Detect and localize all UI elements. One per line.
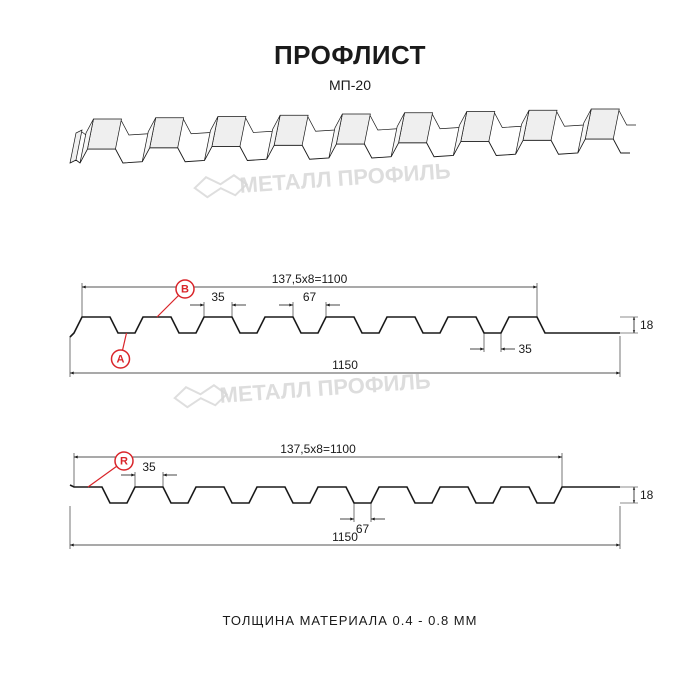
cross-section-2: 137,5х8=11003567181150R (70, 442, 654, 549)
profile-2 (70, 485, 620, 503)
dim-67: 67 (303, 290, 317, 304)
dim-35-2: 35 (142, 460, 156, 474)
footer-note: ТОЛЩИНА МАТЕРИАЛА 0.4 - 0.8 ММ (0, 613, 700, 628)
svg-text:МЕТАЛЛ ПРОФИЛЬ: МЕТАЛЛ ПРОФИЛЬ (239, 158, 452, 198)
dim-35-top: 35 (211, 290, 225, 304)
dim-overall-1: 1150 (332, 358, 358, 372)
watermark-1: МЕТАЛЛ ПРОФИЛЬ (194, 158, 452, 201)
perspective-view (70, 109, 636, 163)
dim-span-2: 137,5х8=1100 (280, 442, 356, 456)
dim-35-bottom: 35 (519, 342, 533, 356)
svg-text:B: B (181, 284, 189, 296)
svg-text:A: A (117, 354, 125, 366)
page-subtitle: МП-20 (0, 77, 700, 93)
dim-overall-2: 1150 (332, 530, 358, 544)
dim-18-1: 18 (640, 318, 654, 332)
svg-text:R: R (120, 456, 128, 468)
watermark-2: МЕТАЛЛ ПРОФИЛЬ (174, 368, 432, 411)
dim-18-2: 18 (640, 488, 654, 502)
profile-1 (70, 317, 620, 337)
svg-text:МЕТАЛЛ ПРОФИЛЬ: МЕТАЛЛ ПРОФИЛЬ (219, 368, 432, 408)
cross-section-1: 137,5х8=1100 35 67 18 35 1150 B A (70, 272, 654, 377)
page-title: ПРОФЛИСТ (0, 40, 700, 71)
dim-span-1: 137,5х8=1100 (272, 272, 348, 286)
technical-drawing: МЕТАЛЛ ПРОФИЛЬ МЕТАЛЛ ПРОФИЛЬ 137,5х8=11… (0, 93, 700, 613)
